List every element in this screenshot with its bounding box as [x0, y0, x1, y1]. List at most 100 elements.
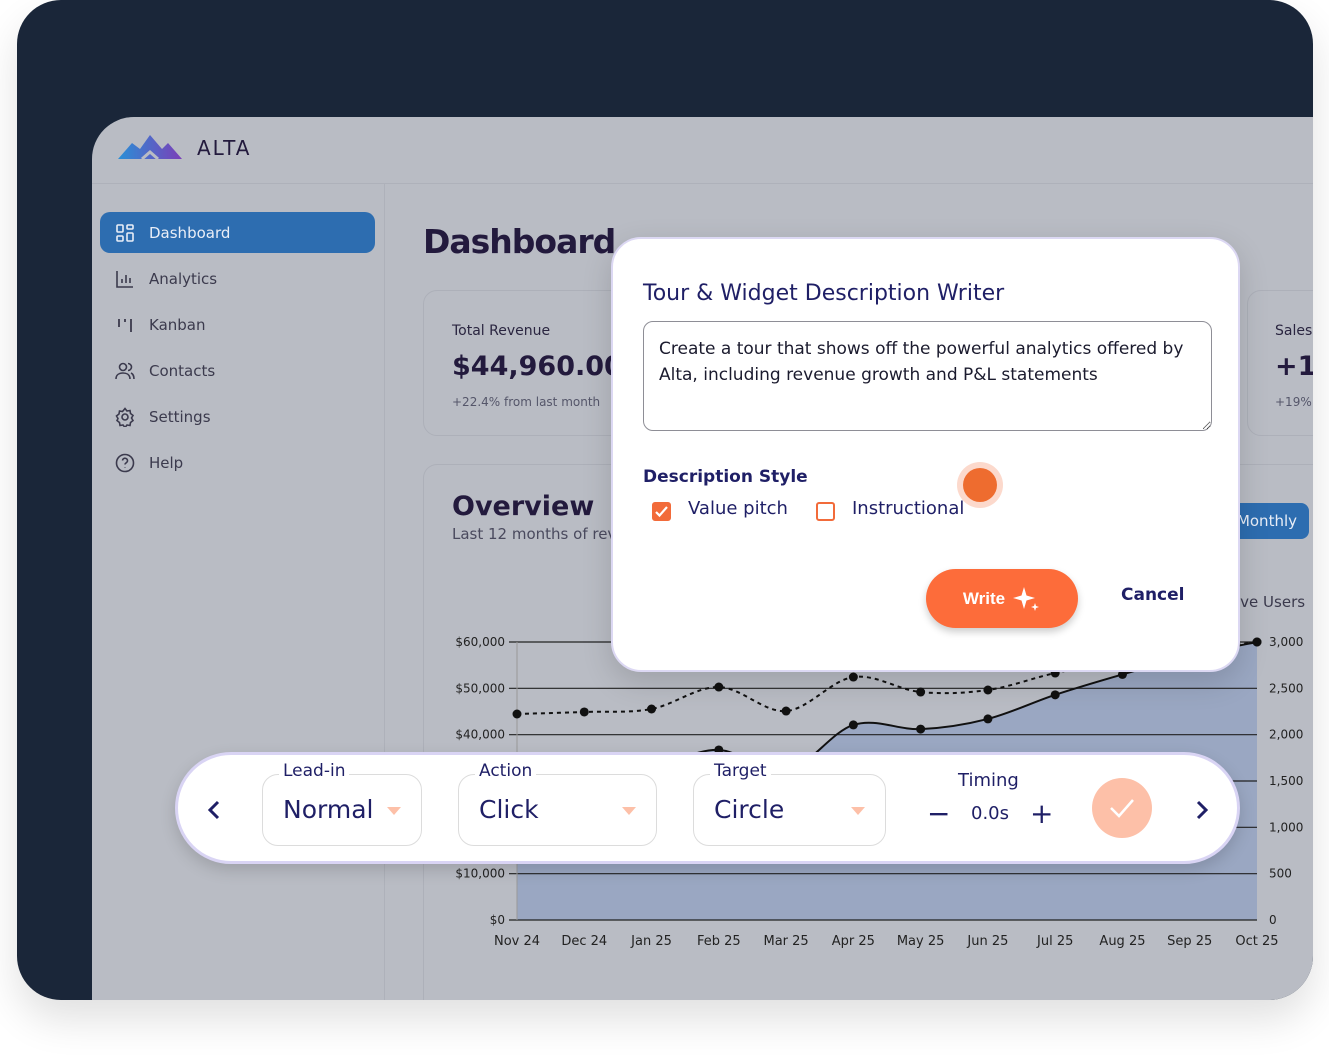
revenue-point	[916, 724, 926, 734]
leadin-value: Normal	[283, 795, 374, 824]
sidebar-item-label: Kanban	[149, 315, 206, 334]
x-tick-label: Aug 25	[1099, 934, 1145, 949]
description-writer-modal: Tour & Widget Description Writer Create …	[611, 237, 1240, 672]
sidebar-item-contacts[interactable]: Contacts	[100, 350, 375, 391]
right-tick-label: 2,500	[1269, 681, 1303, 695]
leadin-label: Lead-in	[279, 761, 350, 781]
x-tick-label: Jan 25	[630, 934, 672, 949]
leadin-select[interactable]: Lead-in Normal	[262, 761, 422, 846]
right-tick-label: 3,000	[1269, 635, 1303, 649]
revenue-point	[848, 720, 858, 730]
kanban-icon	[118, 318, 132, 332]
x-tick-label: Jul 25	[1036, 934, 1073, 949]
revenue-point	[1117, 669, 1127, 679]
chevron-right-icon[interactable]	[1194, 799, 1210, 821]
revenue-point	[983, 714, 993, 724]
prompt-textarea[interactable]: Create a tour that shows off the powerfu…	[643, 321, 1212, 431]
x-tick-label: May 25	[897, 934, 945, 949]
brand-name: ALTA	[197, 136, 252, 160]
sidebar-item-label: Settings	[149, 407, 211, 426]
sales-label: Sales	[1275, 323, 1313, 339]
sales-card: Sales +12 +19% f	[1247, 290, 1313, 436]
right-tick-label: 0	[1269, 913, 1277, 927]
users-point	[1252, 637, 1262, 647]
revenue-value: $44,960.00	[452, 351, 623, 382]
help-icon	[115, 453, 135, 472]
cursor-indicator	[957, 462, 1003, 508]
right-tick-label: 2,000	[1269, 728, 1303, 742]
check-icon	[655, 506, 668, 518]
chevron-down-icon	[622, 807, 636, 815]
overview-subtitle: Last 12 months of reve	[452, 525, 626, 543]
header: ALTA	[92, 117, 1313, 184]
instructional-checkbox[interactable]	[816, 502, 835, 521]
users-point	[714, 682, 724, 692]
users-point	[916, 687, 926, 697]
value-pitch-label[interactable]: Value pitch	[688, 498, 788, 519]
action-select[interactable]: Action Click	[458, 761, 657, 846]
users-point	[579, 707, 589, 717]
left-tick-label: $0	[490, 913, 505, 927]
action-label: Action	[475, 761, 537, 781]
x-tick-label: Feb 25	[697, 934, 741, 949]
sidebar: Dashboard Analytics Kanban Contacts Sett…	[92, 184, 385, 1000]
chevron-left-icon[interactable]	[206, 799, 222, 821]
sidebar-item-label: Analytics	[149, 269, 218, 288]
right-tick-label: 500	[1269, 867, 1292, 881]
sidebar-item-kanban[interactable]: Kanban	[100, 304, 375, 345]
chevron-down-icon	[851, 807, 865, 815]
x-tick-label: Oct 25	[1235, 934, 1278, 949]
users-point	[848, 672, 858, 682]
bar-chart-icon	[116, 270, 133, 288]
sidebar-item-label: Dashboard	[149, 223, 231, 242]
sidebar-item-help[interactable]: Help	[100, 442, 375, 483]
revenue-label: Total Revenue	[452, 323, 551, 339]
overview-title: Overview	[452, 491, 595, 522]
left-tick-label: $40,000	[455, 728, 505, 742]
x-tick-label: Dec 24	[561, 934, 607, 949]
x-tick-label: Jun 25	[966, 934, 1008, 949]
target-value: Circle	[714, 795, 785, 824]
target-select[interactable]: Target Circle	[693, 761, 886, 846]
revenue-point	[1050, 690, 1060, 700]
instructional-label[interactable]: Instructional	[852, 498, 965, 519]
users-point	[781, 706, 791, 716]
chevron-down-icon	[387, 807, 401, 815]
right-tick-label: 1,000	[1269, 820, 1303, 834]
users-point	[647, 704, 657, 714]
users-icon	[115, 362, 135, 379]
cancel-button[interactable]: Cancel	[1121, 585, 1185, 605]
users-point	[512, 709, 522, 719]
sparkle-icon	[1013, 586, 1040, 611]
timing-value[interactable]: 0.0s	[971, 803, 1010, 824]
revenue-change: +22.4% from last month	[452, 395, 601, 409]
description-style-label: Description Style	[643, 467, 808, 487]
sales-change: +19% f	[1275, 395, 1313, 409]
left-tick-label: $60,000	[455, 635, 505, 649]
sidebar-item-label: Help	[149, 453, 184, 472]
alta-logo-icon	[118, 135, 182, 161]
value-pitch-checkbox[interactable]	[652, 502, 671, 521]
write-button[interactable]: Write	[926, 569, 1078, 628]
tour-step-toolbar: Lead-in Normal Action Click Target Circle T…	[175, 752, 1240, 864]
sidebar-item-settings[interactable]: Settings	[100, 396, 375, 437]
check-icon	[1110, 799, 1134, 818]
action-value: Click	[479, 795, 539, 824]
grid-icon	[116, 223, 134, 242]
gear-icon	[115, 406, 135, 427]
x-tick-label: Apr 25	[832, 934, 875, 949]
right-axis-label: ive Users	[1236, 593, 1306, 611]
timing-increment-button[interactable]: +	[1030, 797, 1054, 830]
sidebar-item-dashboard[interactable]: Dashboard	[100, 212, 375, 253]
target-label: Target	[710, 761, 771, 781]
x-tick-label: Sep 25	[1167, 934, 1212, 949]
sidebar-item-label: Contacts	[149, 361, 216, 380]
left-tick-label: $50,000	[455, 681, 505, 695]
users-point	[983, 685, 993, 695]
page-title: Dashboard	[423, 222, 616, 261]
confirm-button[interactable]	[1092, 778, 1152, 838]
timing-decrement-button[interactable]: −	[927, 797, 951, 830]
x-tick-label: Nov 24	[494, 934, 540, 949]
sidebar-item-analytics[interactable]: Analytics	[100, 258, 375, 299]
modal-title: Tour & Widget Description Writer	[643, 281, 1005, 306]
